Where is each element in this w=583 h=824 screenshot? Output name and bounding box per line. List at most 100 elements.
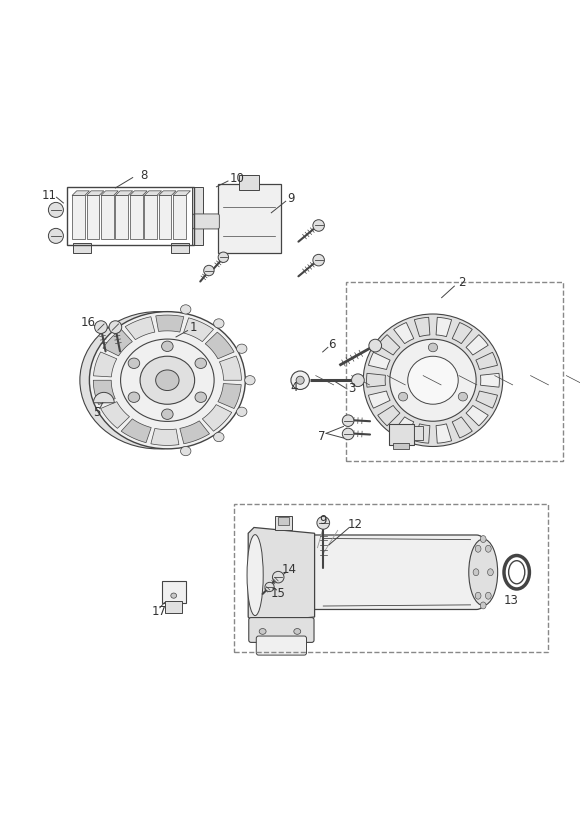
Ellipse shape — [294, 629, 301, 634]
Polygon shape — [476, 391, 497, 408]
Polygon shape — [72, 191, 89, 195]
FancyBboxPatch shape — [193, 214, 219, 229]
Ellipse shape — [181, 305, 191, 314]
Text: 2: 2 — [458, 276, 466, 289]
Ellipse shape — [161, 409, 173, 419]
Ellipse shape — [473, 569, 479, 576]
Ellipse shape — [369, 339, 382, 352]
Polygon shape — [452, 417, 472, 438]
Bar — [171, 243, 189, 253]
Ellipse shape — [195, 358, 206, 368]
Ellipse shape — [487, 569, 493, 576]
Text: 8: 8 — [141, 169, 148, 182]
Circle shape — [218, 252, 229, 262]
Ellipse shape — [237, 344, 247, 353]
Text: 5: 5 — [93, 405, 101, 419]
Ellipse shape — [213, 319, 224, 328]
Polygon shape — [159, 191, 176, 195]
Polygon shape — [368, 391, 390, 408]
Text: 11: 11 — [41, 189, 57, 202]
Ellipse shape — [480, 536, 486, 542]
Ellipse shape — [469, 539, 498, 606]
Circle shape — [317, 517, 329, 529]
Circle shape — [265, 583, 274, 592]
Text: 15: 15 — [270, 587, 285, 600]
FancyBboxPatch shape — [305, 535, 483, 610]
Polygon shape — [248, 527, 315, 623]
Circle shape — [342, 428, 354, 440]
Ellipse shape — [352, 374, 364, 386]
Polygon shape — [130, 191, 147, 195]
Polygon shape — [180, 421, 209, 444]
Circle shape — [342, 415, 354, 427]
Polygon shape — [184, 318, 213, 342]
Polygon shape — [218, 383, 241, 409]
Ellipse shape — [475, 545, 481, 552]
Ellipse shape — [296, 377, 304, 384]
Polygon shape — [217, 184, 281, 253]
Text: 14: 14 — [282, 563, 297, 576]
Polygon shape — [415, 317, 430, 337]
Text: 1: 1 — [189, 321, 197, 334]
Bar — [275, 516, 292, 531]
Polygon shape — [144, 191, 161, 195]
Bar — [393, 443, 409, 449]
Bar — [115, 195, 128, 239]
Ellipse shape — [140, 356, 195, 405]
Polygon shape — [93, 352, 117, 377]
Bar — [414, 426, 423, 440]
Ellipse shape — [156, 370, 179, 391]
Bar — [161, 581, 186, 602]
Text: 7: 7 — [318, 430, 326, 442]
Ellipse shape — [128, 358, 140, 368]
Ellipse shape — [429, 343, 438, 352]
Wedge shape — [93, 392, 114, 403]
Text: 13: 13 — [504, 594, 518, 606]
Polygon shape — [368, 353, 390, 369]
Bar — [159, 195, 171, 239]
Ellipse shape — [128, 392, 140, 402]
Polygon shape — [378, 405, 400, 426]
Ellipse shape — [195, 392, 206, 402]
Ellipse shape — [237, 407, 247, 416]
Ellipse shape — [398, 392, 408, 401]
Circle shape — [109, 321, 122, 334]
FancyBboxPatch shape — [249, 617, 314, 643]
Bar — [73, 243, 90, 253]
Polygon shape — [205, 332, 234, 358]
Ellipse shape — [486, 592, 491, 599]
Polygon shape — [219, 356, 241, 380]
Polygon shape — [125, 316, 155, 339]
Ellipse shape — [475, 592, 481, 599]
Polygon shape — [86, 191, 104, 195]
Polygon shape — [121, 419, 151, 442]
Polygon shape — [115, 191, 133, 195]
Polygon shape — [101, 401, 129, 428]
Bar — [173, 195, 186, 239]
Bar — [165, 602, 182, 613]
Bar — [346, 282, 563, 461]
Text: 6: 6 — [328, 338, 336, 351]
Text: 10: 10 — [229, 171, 244, 185]
Polygon shape — [394, 417, 414, 438]
Circle shape — [272, 571, 284, 583]
Bar — [234, 504, 549, 652]
Text: 9: 9 — [288, 192, 295, 205]
Ellipse shape — [291, 371, 310, 390]
Text: 17: 17 — [151, 605, 166, 618]
Circle shape — [94, 321, 107, 334]
Ellipse shape — [161, 341, 173, 352]
Text: 12: 12 — [347, 518, 363, 531]
Circle shape — [48, 228, 64, 243]
Bar — [192, 187, 203, 245]
Polygon shape — [151, 428, 179, 446]
Ellipse shape — [259, 629, 266, 634]
Ellipse shape — [390, 339, 476, 421]
Ellipse shape — [171, 593, 177, 598]
Polygon shape — [466, 405, 488, 426]
Polygon shape — [158, 311, 245, 449]
Ellipse shape — [245, 376, 255, 385]
Polygon shape — [173, 191, 191, 195]
Ellipse shape — [408, 356, 458, 405]
Polygon shape — [378, 335, 400, 355]
